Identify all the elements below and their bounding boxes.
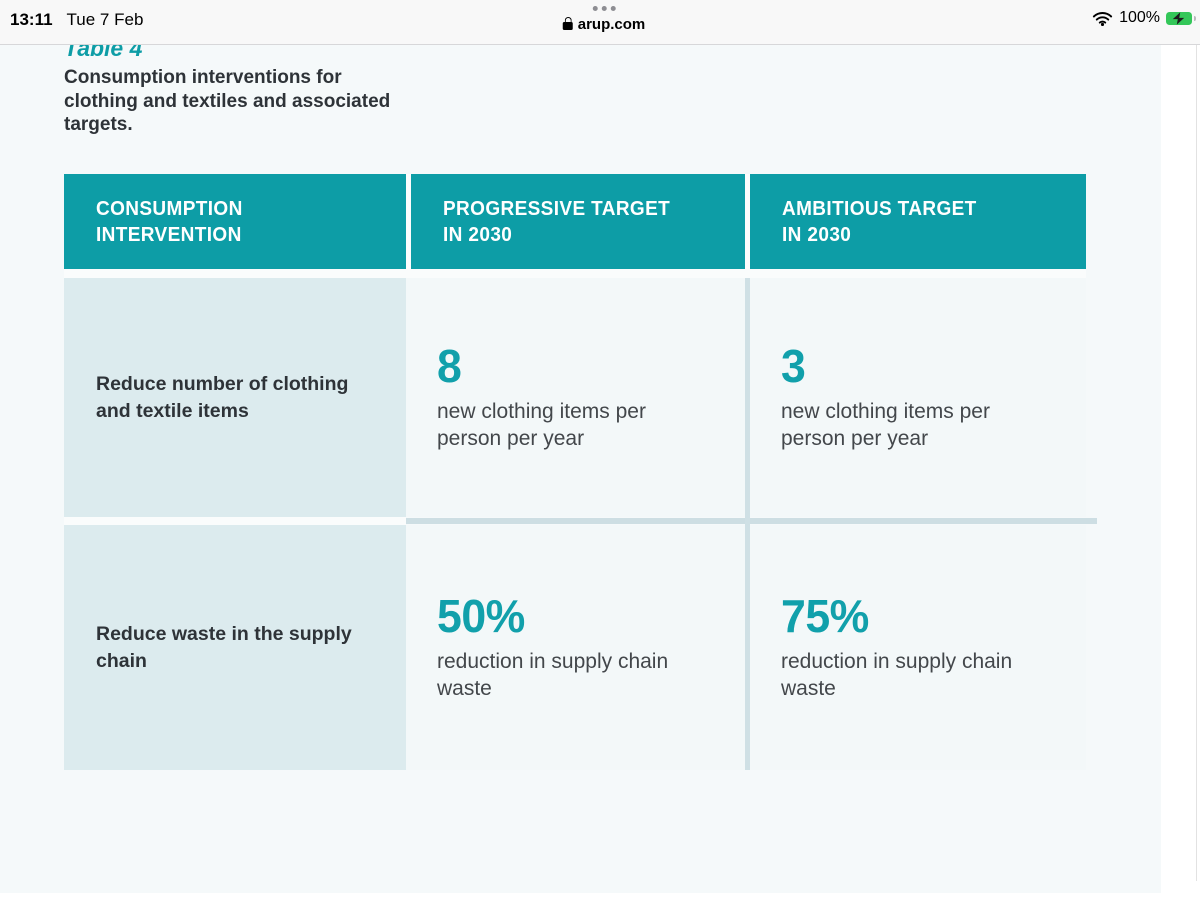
- row-separator-left: [64, 517, 406, 525]
- status-time: 13:11: [10, 10, 53, 29]
- value-cell-progressive-waste: 50% reduction in supply chain waste: [406, 525, 745, 770]
- status-left-group: 13:11 Tue 7 Feb: [10, 10, 143, 30]
- table-title: Table 4: [64, 44, 143, 61]
- value-cell-ambitious-items: 3 new clothing items per person per year: [750, 278, 1086, 517]
- data-table: CONSUMPTION INTERVENTION PROGRESSIVE TAR…: [64, 174, 1097, 770]
- caption-line: clothing and textiles and associated: [64, 90, 391, 112]
- row-label-reduce-waste: Reduce waste in the supply chain: [64, 525, 406, 770]
- header-body-gap: [64, 269, 1086, 278]
- caption-line: targets.: [64, 114, 133, 135]
- header-line: IN 2030: [443, 223, 513, 246]
- header-cell-ambitious-target: AMBITIOUS TARGET IN 2030: [750, 174, 1086, 269]
- value-desc-line: waste: [781, 677, 836, 700]
- table-caption: Consumption interventions for clothing a…: [64, 66, 390, 137]
- battery-charging-icon: [1166, 11, 1196, 25]
- row-label-line: Reduce waste in the supply: [96, 622, 352, 645]
- value-cell-progressive-items: 8 new clothing items per person per year: [406, 278, 745, 517]
- header-cell-consumption-intervention: CONSUMPTION INTERVENTION: [64, 174, 406, 269]
- value-number: 8: [437, 339, 462, 392]
- value-number: 75%: [781, 589, 869, 642]
- row-label-line: and textile items: [96, 399, 249, 422]
- value-desc-line: reduction in supply chain: [437, 649, 669, 673]
- value-desc-line: person per year: [437, 427, 585, 450]
- value-desc: new clothing items per person per year: [437, 398, 745, 453]
- column-separator-line: [745, 278, 750, 770]
- value-cell-ambitious-waste: 75% reduction in supply chain waste: [750, 525, 1086, 770]
- document-page: Table 4 Consumption interventions for cl…: [0, 44, 1161, 893]
- value-desc-line: reduction in supply chain: [781, 649, 1013, 673]
- caption-line: Consumption interventions for: [64, 67, 342, 88]
- header-line: CONSUMPTION: [96, 197, 243, 220]
- row-label-reduce-items: Reduce number of clothing and textile it…: [64, 278, 406, 517]
- header-line: AMBITIOUS TARGET: [782, 197, 977, 220]
- status-right-group: 100%: [1092, 9, 1196, 27]
- battery-percent: 100%: [1119, 9, 1160, 26]
- header-line: INTERVENTION: [96, 223, 242, 246]
- url-label[interactable]: arup.com: [577, 16, 646, 33]
- value-number: 3: [781, 339, 806, 392]
- value-desc-line: person per year: [781, 427, 929, 450]
- wifi-icon: [1092, 11, 1113, 26]
- lock-icon: [562, 17, 573, 30]
- header-line: PROGRESSIVE TARGET: [443, 197, 671, 220]
- value-number: 50%: [437, 589, 525, 642]
- app-dots-icon[interactable]: [592, 6, 616, 11]
- scrollbar[interactable]: [1196, 45, 1197, 881]
- row-separator-line: [406, 518, 1097, 524]
- value-desc: reduction in supply chain waste: [781, 648, 1086, 703]
- status-date: Tue 7 Feb: [66, 10, 144, 29]
- row-label-line: Reduce number of clothing: [96, 372, 349, 395]
- value-desc-line: new clothing items per: [437, 399, 646, 423]
- header-cell-progressive-target: PROGRESSIVE TARGET IN 2030: [411, 174, 745, 269]
- value-desc-line: new clothing items per: [781, 399, 990, 423]
- value-desc-line: waste: [437, 677, 492, 700]
- header-line: IN 2030: [782, 223, 852, 246]
- row-label-line: chain: [96, 649, 147, 672]
- status-bar: 13:11 Tue 7 Feb arup.com 100%: [0, 0, 1200, 45]
- value-desc: reduction in supply chain waste: [437, 648, 745, 703]
- value-desc: new clothing items per person per year: [781, 398, 1086, 453]
- url-bar[interactable]: arup.com: [562, 6, 646, 33]
